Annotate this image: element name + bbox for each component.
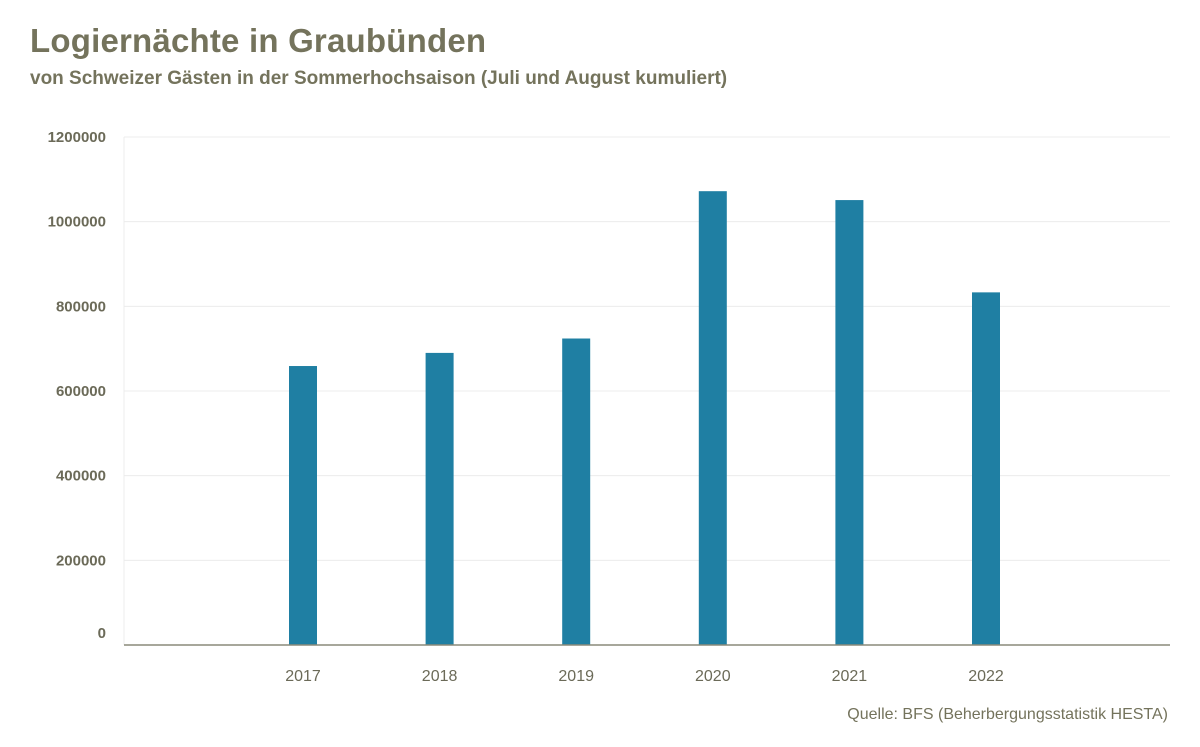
bar-2019 — [562, 338, 591, 645]
x-tick-label: 2018 — [422, 668, 458, 685]
x-tick-label: 2017 — [285, 668, 321, 685]
y-tick-label: 1000000 — [48, 214, 106, 231]
bar-2022 — [972, 292, 1000, 645]
x-tick-label: 2022 — [968, 668, 1004, 685]
bar-2020 — [698, 191, 727, 646]
bar-2018 — [425, 352, 454, 645]
bar-2017 — [289, 366, 317, 645]
y-tick-label: 600000 — [56, 383, 106, 400]
x-tick-label: 2019 — [558, 668, 594, 685]
y-tick-label: 800000 — [56, 298, 106, 315]
chart-subtitle: von Schweizer Gästen in der Sommerhochsa… — [30, 68, 728, 89]
bar-2021 — [835, 200, 864, 645]
chart-title: Logiernächte in Graubünden — [30, 22, 487, 59]
source-note: Quelle: BFS (Beherbergungsstatistik HEST… — [847, 706, 1168, 723]
x-tick-label: 2021 — [832, 668, 868, 685]
y-tick-label: 200000 — [56, 552, 106, 569]
x-tick-label: 2020 — [695, 668, 731, 685]
y-tick-label: 0 — [98, 625, 106, 642]
y-tick-label: 400000 — [56, 468, 106, 485]
y-tick-label: 1200000 — [48, 129, 106, 146]
